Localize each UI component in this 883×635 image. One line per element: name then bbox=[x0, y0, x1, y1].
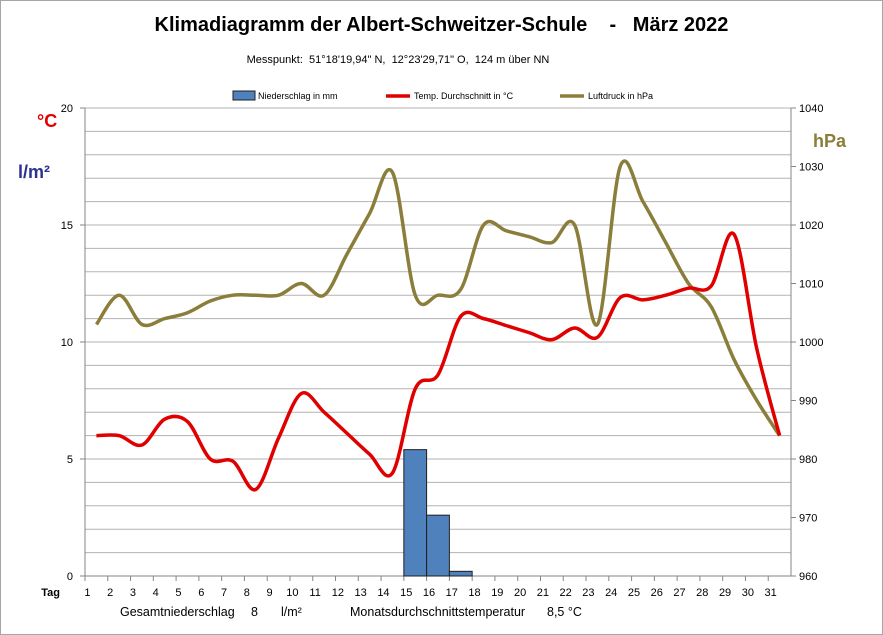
x-tick-label: 4 bbox=[153, 587, 159, 599]
x-tick-label: 31 bbox=[764, 587, 776, 599]
legend-pressure-label: Luftdruck in hPa bbox=[588, 91, 653, 101]
right-tick-label: 1020 bbox=[799, 220, 823, 232]
precip-bar bbox=[426, 514, 450, 577]
left-tick-label: 0 bbox=[67, 571, 73, 583]
right-tick-label: 990 bbox=[799, 396, 817, 408]
x-tick-label: 11 bbox=[309, 587, 320, 599]
avg-temp-value: 8,5 °C bbox=[547, 605, 582, 619]
chart-title: Klimadiagramm der Albert-Schweitzer-Schu… bbox=[154, 14, 729, 36]
temp-unit-label: °C bbox=[37, 111, 58, 131]
x-axis-title: Tag bbox=[41, 587, 60, 599]
x-tick-label: 20 bbox=[514, 587, 526, 599]
x-tick-label: 18 bbox=[468, 587, 480, 599]
x-tick-label: 26 bbox=[651, 587, 663, 599]
x-tick-label: 28 bbox=[696, 587, 708, 599]
legend-temp-label: Temp. Durchschnitt in °C bbox=[414, 91, 514, 101]
x-tick-label: 22 bbox=[560, 587, 572, 599]
x-tick-label: 5 bbox=[175, 587, 181, 599]
x-tick-label: 12 bbox=[332, 587, 344, 599]
x-tick-label: 16 bbox=[423, 587, 435, 599]
left-tick-label: 5 bbox=[67, 454, 73, 466]
x-tick-label: 6 bbox=[198, 587, 204, 599]
pressure-line bbox=[94, 159, 782, 437]
pressure-unit-label: hPa bbox=[813, 131, 847, 151]
x-tick-label: 27 bbox=[673, 587, 685, 599]
x-tick-label: 1 bbox=[84, 587, 90, 599]
x-tick-label: 23 bbox=[582, 587, 594, 599]
avg-temp-label: Monatsdurchschnittstemperatur bbox=[350, 605, 526, 619]
chart-subtitle: Messpunkt: 51°18'19,94" N, 12°23'29,71" … bbox=[246, 54, 550, 66]
x-tick-label: 13 bbox=[355, 587, 367, 599]
x-tick-label: 15 bbox=[400, 587, 412, 599]
x-tick-label: 19 bbox=[491, 587, 503, 599]
left-tick-label: 10 bbox=[61, 337, 73, 349]
temperature-line bbox=[96, 231, 782, 492]
precip-bar bbox=[403, 449, 428, 577]
x-tick-label: 21 bbox=[537, 587, 549, 599]
precip-bar bbox=[448, 570, 473, 577]
total-precip-label: Gesamtniederschlag bbox=[120, 605, 235, 619]
total-precip-value: 8 bbox=[251, 605, 258, 619]
x-tick-label: 30 bbox=[742, 587, 754, 599]
right-tick-label: 1040 bbox=[799, 103, 823, 115]
x-tick-label: 7 bbox=[221, 587, 227, 599]
x-tick-label: 24 bbox=[605, 587, 617, 599]
x-tick-label: 9 bbox=[267, 587, 273, 599]
x-tick-label: 25 bbox=[628, 587, 640, 599]
x-tick-label: 10 bbox=[286, 587, 298, 599]
right-tick-label: 1000 bbox=[799, 337, 823, 349]
legend-precip-label: Niederschlag in mm bbox=[258, 91, 338, 101]
legend-precip-swatch bbox=[232, 90, 256, 101]
x-tick-label: 17 bbox=[446, 587, 458, 599]
right-tick-label: 980 bbox=[799, 454, 817, 466]
x-tick-label: 14 bbox=[377, 587, 389, 599]
x-tick-label: 8 bbox=[244, 587, 250, 599]
right-tick-label: 960 bbox=[799, 571, 817, 583]
total-precip-unit: l/m² bbox=[281, 605, 302, 619]
precip-unit-label: l/m² bbox=[18, 162, 51, 182]
x-tick-label: 29 bbox=[719, 587, 731, 599]
x-tick-label: 3 bbox=[130, 587, 136, 599]
left-tick-label: 15 bbox=[61, 220, 73, 232]
right-tick-label: 970 bbox=[799, 513, 817, 525]
right-tick-label: 1030 bbox=[799, 162, 823, 174]
x-tick-label: 2 bbox=[107, 587, 113, 599]
left-tick-label: 20 bbox=[61, 103, 73, 115]
right-tick-label: 1010 bbox=[799, 279, 823, 291]
